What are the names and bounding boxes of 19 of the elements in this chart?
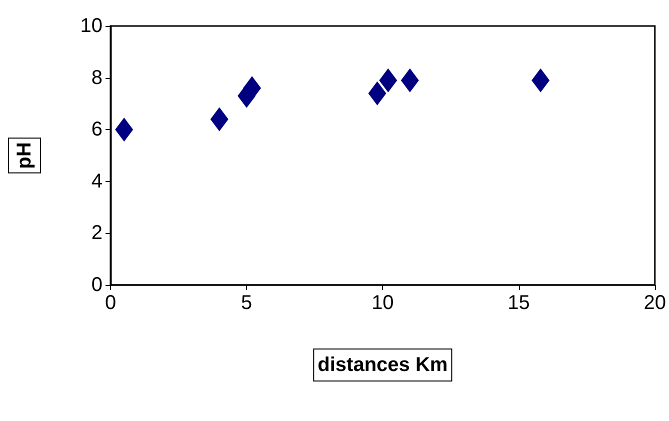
- y-tick-label: 2: [91, 222, 102, 244]
- y-tick-label: 0: [91, 274, 102, 296]
- x-tick-label: 20: [644, 292, 666, 314]
- x-tick-label: 0: [104, 292, 116, 314]
- y-axis-title: pH: [14, 142, 36, 169]
- point: [115, 118, 134, 142]
- point: [532, 68, 550, 92]
- x-tick-label: 10: [372, 292, 394, 314]
- y-tick-label: 10: [80, 15, 102, 37]
- y-tick-label: 4: [91, 170, 102, 192]
- x-tick-label: 15: [508, 292, 530, 314]
- y-tick-label: 8: [91, 66, 102, 89]
- point: [400, 68, 419, 92]
- x-axis-title: distances Km: [318, 354, 448, 376]
- point: [210, 107, 228, 132]
- point: [379, 68, 398, 92]
- y-tick-label: 6: [91, 118, 102, 141]
- x-tick-label: 5: [241, 292, 252, 314]
- point: [368, 81, 386, 106]
